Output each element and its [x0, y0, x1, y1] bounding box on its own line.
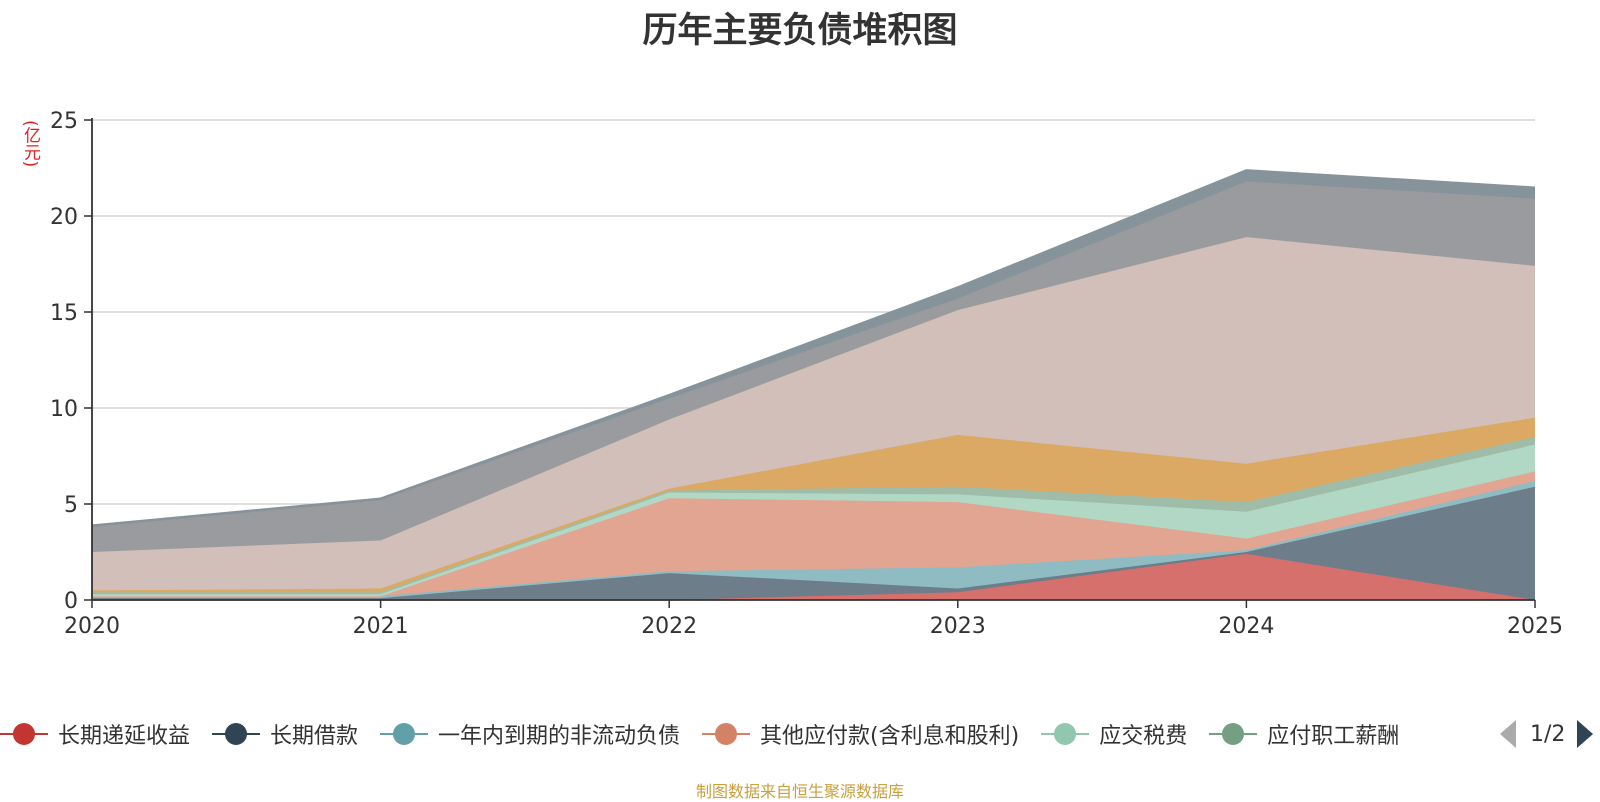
- series-line-9: [91, 169, 1536, 526]
- legend-pager: 1/2: [1500, 716, 1594, 752]
- legend-item[interactable]: 长期递延收益: [0, 716, 190, 752]
- legend-label: 应付职工薪酬: [1267, 724, 1400, 749]
- chart-title: 历年主要负债堆积图: [642, 11, 958, 51]
- x-axis-tick-label: 2021: [353, 614, 409, 639]
- y-axis-tick-label: 25: [50, 109, 78, 134]
- legend-item[interactable]: 其他应付款(含利息和股利): [702, 716, 1019, 752]
- area-series-7[interactable]: [92, 237, 1535, 591]
- y-axis-tick-label: 20: [50, 205, 78, 230]
- x-axis-tick-label: 2024: [1218, 614, 1274, 639]
- area-series-8[interactable]: [92, 181, 1535, 552]
- legend-label: 其他应付款(含利息和股利): [760, 724, 1020, 749]
- area-series-0[interactable]: [92, 553, 1535, 600]
- legend-label: 长期借款: [270, 724, 359, 749]
- y-axis-unit-label: (亿元): [20, 120, 40, 168]
- legend-page-indicator: 1/2: [1530, 721, 1566, 747]
- legend-marker-icon: [1041, 722, 1090, 746]
- area-series-2[interactable]: [92, 481, 1535, 599]
- legend-label: 一年内到期的非流动负债: [438, 724, 681, 749]
- legend-marker-icon: [212, 722, 261, 746]
- legend-marker-icon: [380, 722, 429, 746]
- legend-next-page-icon[interactable]: [1577, 720, 1594, 748]
- legend-item[interactable]: 一年内到期的非流动负债: [380, 716, 680, 752]
- legend-item[interactable]: 长期借款: [212, 716, 358, 752]
- area-series-6[interactable]: [92, 417, 1535, 593]
- area-series-9[interactable]: [92, 169, 1535, 527]
- area-series-4[interactable]: [92, 444, 1535, 597]
- area-series-3[interactable]: [92, 471, 1535, 597]
- legend-prev-page-icon[interactable]: [1500, 720, 1516, 748]
- x-axis-tick-label: 2023: [930, 614, 986, 639]
- x-axis-tick-label: 2020: [64, 614, 120, 639]
- legend-label: 应交税费: [1099, 724, 1188, 749]
- chart-legend: 长期递延收益 长期借款 一年内到期的非流动负债 其他应付款(含利息和股利) 应交税费 应付…: [0, 716, 1600, 752]
- legend-marker-icon: [1209, 722, 1258, 746]
- legend-marker-icon: [0, 722, 48, 746]
- y-axis-tick-label: 10: [50, 397, 78, 422]
- y-axis-tick-label: 5: [64, 493, 78, 518]
- source-note: 制图数据来自恒生聚源数据库: [695, 782, 904, 801]
- x-axis-tick-label: 2022: [641, 614, 697, 639]
- y-axis-tick-label: 0: [64, 589, 78, 614]
- legend-marker-icon: [702, 722, 751, 746]
- legend-label: 长期递延收益: [58, 724, 191, 749]
- x-axis-tick-label: 2025: [1507, 614, 1563, 639]
- legend-item[interactable]: 应交税费: [1041, 716, 1187, 752]
- y-axis-tick-label: 15: [50, 301, 78, 326]
- legend-item[interactable]: 应付职工薪酬: [1209, 716, 1399, 752]
